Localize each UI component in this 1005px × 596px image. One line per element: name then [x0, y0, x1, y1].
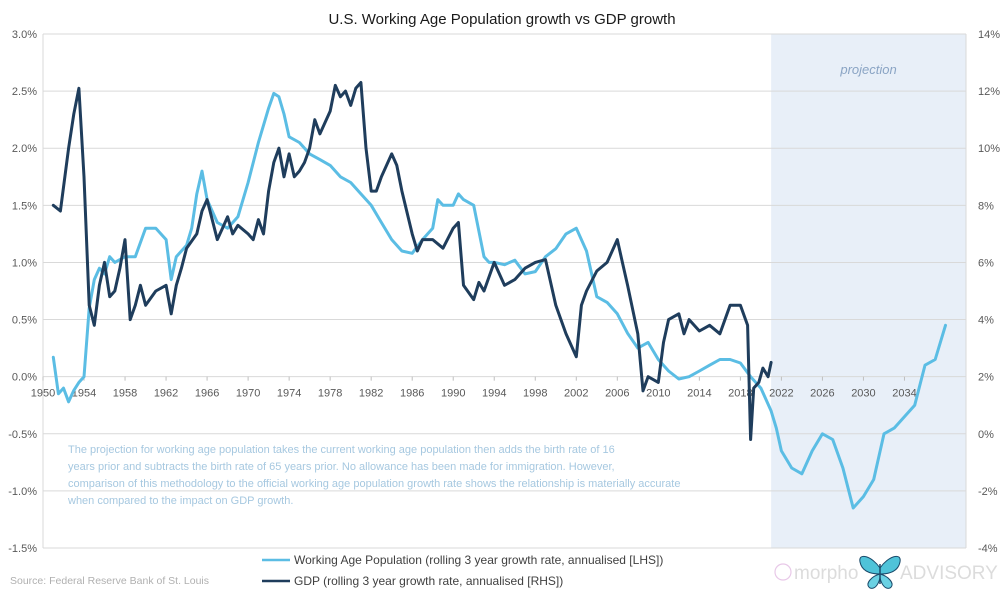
x-tick: 1998: [523, 388, 547, 400]
y-right-tick: 4%: [978, 315, 994, 327]
x-tick: 2010: [646, 388, 670, 400]
x-tick: 2022: [769, 388, 793, 400]
x-tick: 1962: [154, 388, 178, 400]
projection-note: The projection for working age populatio…: [67, 444, 680, 507]
y-left-tick: 0.5%: [12, 315, 37, 327]
x-tick: 1966: [195, 388, 219, 400]
legend-label-gdp: GDP (rolling 3 year growth rate, annuali…: [294, 574, 563, 588]
x-tick: 1970: [236, 388, 260, 400]
y-right-tick: 14%: [978, 29, 1000, 41]
y-right-tick: 2%: [978, 372, 994, 384]
series-line-gdp: [51, 81, 773, 441]
logo-circle-icon: [774, 563, 792, 581]
y-right-tick-labels: 14% 12% 10% 8% 6% 4% 2% 0% -2% -4%: [978, 29, 1000, 555]
x-tick: 1974: [277, 388, 301, 400]
x-tick: 2006: [605, 388, 629, 400]
x-tick: 1982: [359, 388, 383, 400]
y-left-tick: 2.0%: [12, 143, 37, 155]
logo-text-left: morpho: [794, 563, 858, 584]
x-tick: 1990: [441, 388, 465, 400]
y-left-tick: -0.5%: [8, 429, 37, 441]
note-line-3: comparison of this methodology to the of…: [68, 478, 680, 490]
x-tick: 2034: [892, 388, 916, 400]
x-tick: 1986: [400, 388, 424, 400]
y-left-tick: 2.5%: [12, 86, 37, 98]
y-left-tick: 1.5%: [12, 200, 37, 212]
x-tick: 1994: [482, 388, 506, 400]
logo-text-right: ADVISORY: [900, 563, 998, 584]
y-right-tick: 12%: [978, 86, 1000, 98]
y-right-tick: 8%: [978, 200, 994, 212]
y-left-tick: -1.0%: [8, 486, 37, 498]
gridlines: [42, 33, 967, 549]
y-left-tick: -1.5%: [8, 543, 37, 555]
legend: Working Age Population (rolling 3 year g…: [262, 553, 663, 588]
series-layer: [51, 81, 947, 510]
legend-label-population: Working Age Population (rolling 3 year g…: [294, 553, 663, 567]
y-left-tick: 0.0%: [12, 372, 37, 384]
y-right-tick: 0%: [978, 429, 994, 441]
y-right-tick: -2%: [978, 486, 998, 498]
chart-title: U.S. Working Age Population growth vs GD…: [328, 11, 675, 28]
y-right-tick: -4%: [978, 543, 998, 555]
source-note: Source: Federal Reserve Bank of St. Loui…: [10, 575, 209, 587]
x-tick: 1958: [113, 388, 137, 400]
y-right-tick: 6%: [978, 257, 994, 269]
x-tick-labels: 1950 1954 1958 1962 1966 1970 1974 1978 1982 1986…: [31, 376, 917, 400]
x-tick: 2018: [728, 388, 752, 400]
y-right-tick: 10%: [978, 143, 1000, 155]
y-left-tick: 3.0%: [12, 29, 37, 41]
x-tick: 2002: [564, 388, 588, 400]
note-line-4: when compared to the impact on GDP growt…: [67, 495, 293, 507]
y-left-tick: 1.0%: [12, 257, 37, 269]
note-line-2: years prior and subtracts the birth rate…: [68, 461, 615, 473]
x-tick: 1978: [318, 388, 342, 400]
projection-band: [771, 34, 966, 548]
series-line-working-age-population: [51, 91, 947, 510]
projection-label: projection: [839, 62, 896, 77]
x-tick: 1950: [31, 388, 55, 400]
x-tick: 2014: [687, 388, 711, 400]
x-tick: 2030: [851, 388, 875, 400]
note-line-1: The projection for working age populatio…: [68, 444, 615, 456]
company-logo: morpho ADVISORY: [774, 555, 998, 589]
y-left-tick-labels: 3.0% 2.5% 2.0% 1.5% 1.0% 0.5% 0.0% -0.5% -1.0% -1…: [8, 29, 37, 555]
x-tick: 1954: [72, 388, 96, 400]
x-tick: 2026: [810, 388, 834, 400]
butterfly-icon: [859, 555, 901, 589]
